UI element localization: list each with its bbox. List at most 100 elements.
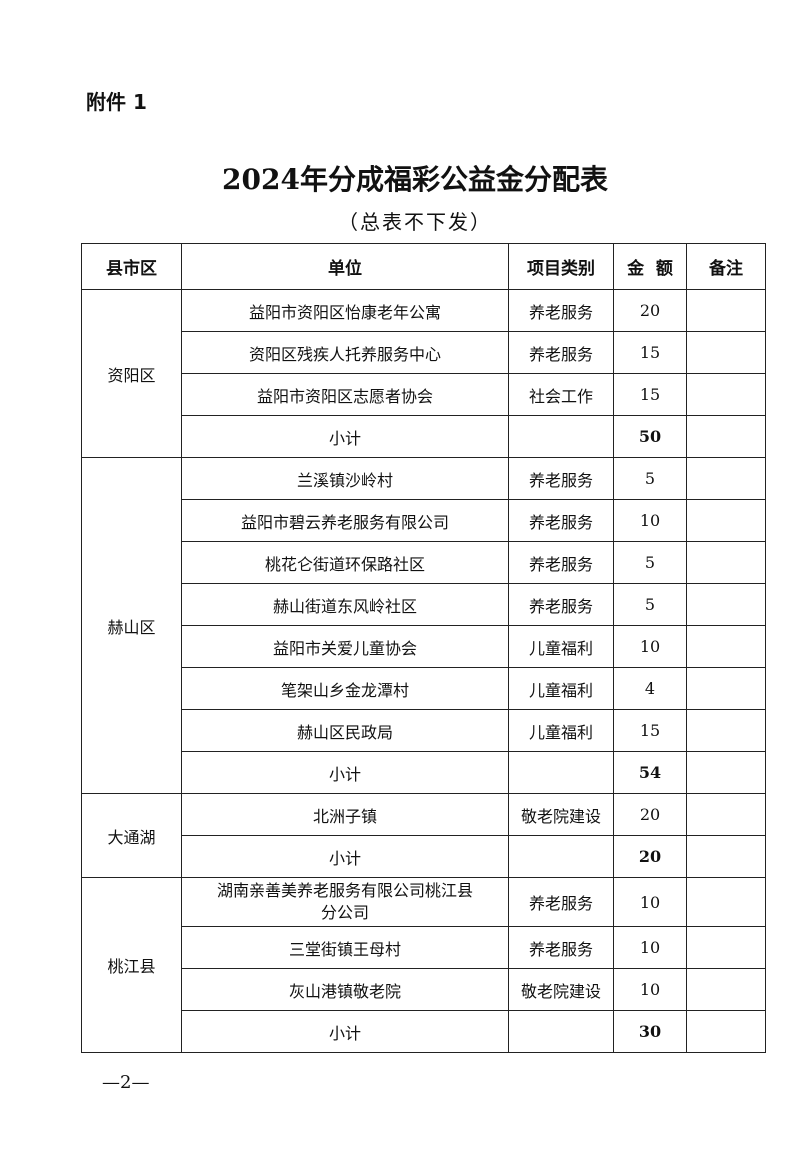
table-row: 桃花仑街道环保路社区 养老服务 5: [82, 541, 766, 584]
category-cell: [508, 1010, 614, 1053]
region-cell: 资阳区: [81, 289, 182, 458]
remark-cell: [686, 331, 766, 374]
subtotal-label: 小计: [181, 835, 509, 878]
category-cell: 养老服务: [508, 877, 614, 927]
header-amount: 金 额: [613, 243, 687, 290]
category-cell: 儿童福利: [508, 709, 614, 752]
subtotal-amount: 54: [613, 751, 687, 794]
table-row: 益阳市资阳区志愿者协会 社会工作 15: [82, 373, 766, 416]
table-row: 笔架山乡金龙潭村 儿童福利 4: [82, 667, 766, 710]
remark-cell: [686, 926, 766, 969]
remark-cell: [686, 877, 766, 927]
document-subtitle: （总表不下发）: [338, 210, 492, 234]
amount-cell: 5: [613, 583, 687, 626]
unit-cell: 兰溪镇沙岭村: [181, 457, 509, 500]
table-row: 资阳区残疾人托养服务中心 养老服务 15: [82, 331, 766, 374]
amount-cell: 4: [613, 667, 687, 710]
amount-cell: 15: [613, 331, 687, 374]
amount-cell: 20: [613, 793, 687, 836]
unit-cell: 资阳区残疾人托养服务中心: [181, 331, 509, 374]
category-cell: [508, 415, 614, 458]
document-title: 2024年分成福彩公益金分配表: [222, 163, 608, 196]
subtotal-amount: 30: [613, 1010, 687, 1053]
remark-cell: [686, 541, 766, 584]
category-cell: 养老服务: [508, 331, 614, 374]
amount-cell: 15: [613, 709, 687, 752]
table-row: 大通湖 北洲子镇 敬老院建设 20: [81, 793, 766, 878]
remark-cell: [686, 751, 766, 794]
remark-cell: [686, 968, 766, 1011]
category-cell: 养老服务: [508, 289, 614, 332]
table-row: 桃江县 湖南亲善美养老服务有限公司桃江县分公司 养老服务 10: [81, 877, 766, 1053]
subtotal-label: 小计: [181, 751, 509, 794]
subtotal-row: 小计 54: [82, 751, 766, 794]
remark-cell: [686, 709, 766, 752]
unit-cell: 三堂街镇王母村: [181, 926, 509, 969]
table-row: 赫山街道东风岭社区 养老服务 5: [82, 583, 766, 626]
region-cell: 赫山区: [81, 457, 182, 794]
table-row: 益阳市关爱儿童协会 儿童福利 10: [82, 625, 766, 668]
amount-cell: 10: [613, 926, 687, 969]
category-cell: 养老服务: [508, 926, 614, 969]
remark-cell: [686, 793, 766, 836]
unit-cell: 笔架山乡金龙潭村: [181, 667, 509, 710]
unit-cell: 益阳市资阳区怡康老年公寓: [181, 289, 509, 332]
category-cell: 养老服务: [508, 541, 614, 584]
table-row: 灰山港镇敬老院 敬老院建设 10: [82, 968, 766, 1011]
header-remark: 备注: [686, 243, 766, 290]
header-region: 县市区: [81, 243, 182, 290]
header-category: 项目类别: [508, 243, 614, 290]
amount-cell: 10: [613, 877, 687, 927]
remark-cell: [686, 457, 766, 500]
category-cell: 儿童福利: [508, 625, 614, 668]
unit-cell: 赫山街道东风岭社区: [181, 583, 509, 626]
remark-cell: [686, 415, 766, 458]
table-row: 益阳市碧云养老服务有限公司 养老服务 10: [82, 499, 766, 542]
amount-cell: 10: [613, 625, 687, 668]
subtotal-row: 小计 50: [82, 415, 766, 458]
category-cell: 儿童福利: [508, 667, 614, 710]
category-cell: 养老服务: [508, 583, 614, 626]
unit-cell: 益阳市碧云养老服务有限公司: [181, 499, 509, 542]
subtotal-label: 小计: [181, 1010, 509, 1053]
remark-cell: [686, 1010, 766, 1053]
table-row: 三堂街镇王母村 养老服务 10: [82, 926, 766, 969]
amount-cell: 15: [613, 373, 687, 416]
unit-cell: 北洲子镇: [181, 793, 509, 836]
unit-cell: 益阳市关爱儿童协会: [181, 625, 509, 668]
amount-cell: 10: [613, 968, 687, 1011]
category-cell: [508, 751, 614, 794]
page-number: —2—: [102, 1072, 150, 1093]
category-cell: 社会工作: [508, 373, 614, 416]
remark-cell: [686, 625, 766, 668]
table-row: 资阳区 益阳市资阳区怡康老年公寓 养老服务 20: [81, 289, 766, 458]
attachment-label: 附件 1: [86, 90, 147, 114]
category-cell: [508, 835, 614, 878]
category-cell: 养老服务: [508, 457, 614, 500]
table-header-row: 县市区 单位 项目类别 金 额 备注: [81, 243, 766, 290]
amount-cell: 5: [613, 541, 687, 584]
remark-cell: [686, 835, 766, 878]
category-cell: 敬老院建设: [508, 968, 614, 1011]
category-cell: 养老服务: [508, 499, 614, 542]
category-cell: 敬老院建设: [508, 793, 614, 836]
region-cell: 桃江县: [81, 877, 182, 1053]
remark-cell: [686, 667, 766, 710]
subtotal-row: 小计 20: [82, 835, 766, 878]
remark-cell: [686, 583, 766, 626]
unit-cell: 灰山港镇敬老院: [181, 968, 509, 1011]
amount-cell: 5: [613, 457, 687, 500]
header-unit: 单位: [181, 243, 509, 290]
unit-cell: 赫山区民政局: [181, 709, 509, 752]
subtotal-label: 小计: [181, 415, 509, 458]
remark-cell: [686, 289, 766, 332]
unit-cell: 湖南亲善美养老服务有限公司桃江县分公司: [181, 877, 509, 927]
unit-cell: 桃花仑街道环保路社区: [181, 541, 509, 584]
allocation-table: 县市区 单位 项目类别 金 额 备注 资阳区 益阳市资阳区怡康老年公寓 养老服务 20…: [81, 243, 766, 1053]
subtotal-amount: 20: [613, 835, 687, 878]
subtotal-amount: 50: [613, 415, 687, 458]
amount-cell: 10: [613, 499, 687, 542]
remark-cell: [686, 373, 766, 416]
amount-cell: 20: [613, 289, 687, 332]
table-row: 赫山区 兰溪镇沙岭村 养老服务 5: [81, 457, 766, 794]
